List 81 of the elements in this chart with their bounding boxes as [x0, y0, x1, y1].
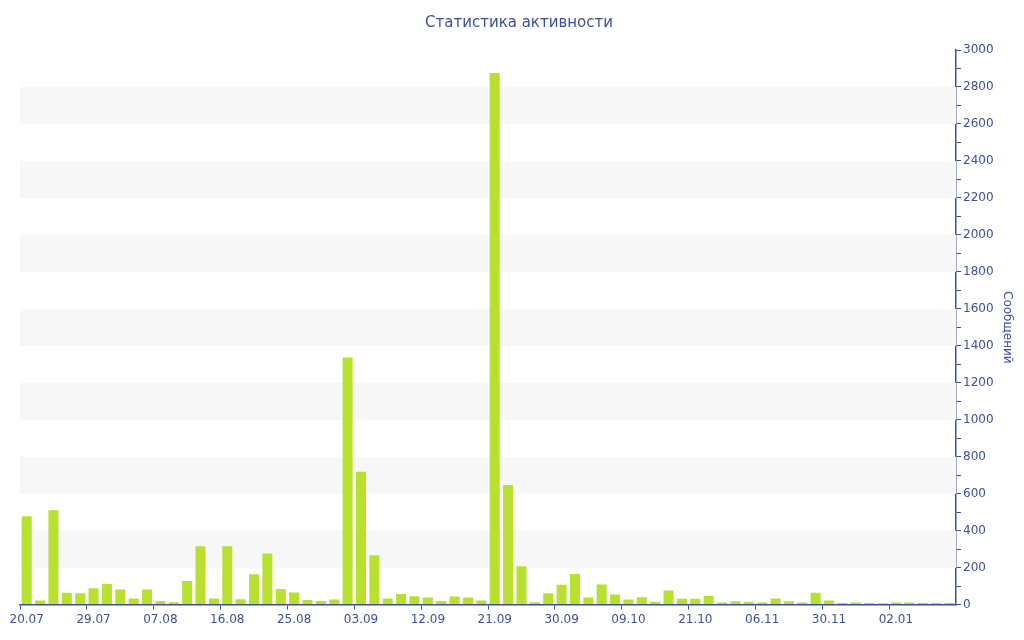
x-tick-label: 30.11 [811, 611, 847, 626]
x-tick-label: 29.07 [76, 611, 111, 626]
bar [810, 592, 821, 605]
bar [676, 598, 687, 605]
bar [610, 594, 621, 605]
bar [128, 598, 139, 605]
bar [583, 597, 594, 605]
bar [503, 484, 514, 605]
y-tick-label: 1600 [963, 300, 994, 315]
x-tick-label: 30.09 [544, 611, 579, 626]
y-tick-label: 600 [963, 485, 986, 500]
bar [596, 584, 607, 605]
bar [730, 601, 741, 605]
bar [449, 596, 460, 605]
bar [142, 589, 153, 605]
bar [462, 597, 473, 605]
y-tick-label: 200 [963, 559, 986, 574]
x-tick-label: 21.10 [678, 611, 713, 626]
x-tick-label: 06.11 [744, 611, 780, 626]
bar [516, 566, 527, 605]
x-tick-label: 16.08 [210, 611, 245, 626]
bar [436, 600, 447, 605]
chart-title: Статистика активности [425, 12, 613, 31]
bar [222, 546, 233, 605]
y-tick-label: 2200 [963, 190, 994, 205]
bar [556, 584, 567, 605]
bar [48, 510, 59, 605]
y-tick-label: 0 [963, 596, 971, 611]
y-tick-label: 2600 [963, 116, 994, 131]
bar [315, 600, 326, 605]
x-tick-label: 21.09 [477, 611, 512, 626]
y-tick-label: 3000 [963, 42, 994, 57]
bar [195, 546, 206, 605]
y-tick-label: 1000 [963, 411, 994, 426]
bar [489, 73, 500, 605]
bar [275, 588, 286, 605]
bar [262, 553, 273, 605]
bar [396, 593, 407, 605]
y-tick-label: 400 [963, 522, 986, 537]
x-tick-label: 12.09 [410, 611, 446, 626]
bar [21, 516, 32, 605]
bar [88, 588, 99, 605]
bar [382, 598, 393, 605]
bar [182, 581, 193, 605]
bar [101, 584, 112, 605]
bar [690, 598, 701, 605]
y-tick-label: 2000 [963, 226, 994, 241]
y-tick-label: 2800 [963, 79, 994, 94]
x-tick-label: 09.10 [611, 611, 646, 626]
x-tick-label: 03.09 [343, 611, 379, 626]
y-tick-label: 2400 [963, 153, 994, 168]
bar [61, 592, 72, 605]
bar [422, 597, 433, 605]
bar [235, 599, 246, 605]
bar [302, 599, 313, 605]
bar [543, 593, 554, 605]
y-tick-label: 1200 [963, 374, 994, 389]
bar [75, 593, 86, 605]
bar [369, 555, 380, 605]
bar [342, 357, 353, 605]
bar [636, 597, 647, 605]
bar [770, 598, 781, 605]
bar [703, 595, 714, 605]
bar [569, 574, 580, 605]
x-tick-label: 02.01 [878, 611, 914, 626]
x-tick-label: 20.07 [9, 611, 44, 626]
bar [249, 574, 260, 605]
y-tick-label: 800 [963, 448, 986, 463]
bar [355, 471, 367, 605]
bar [783, 601, 794, 605]
bar [208, 598, 219, 605]
x-tick-label: 25.08 [276, 611, 312, 626]
bar [289, 592, 300, 605]
bar [115, 589, 126, 605]
y-tick-label: 1800 [963, 263, 994, 278]
y-axis-title: Сообщений [1000, 291, 1015, 364]
bar [409, 596, 420, 605]
x-tick-label: 07.08 [143, 611, 178, 626]
bar [663, 590, 674, 605]
bar [155, 600, 166, 605]
y-tick-label: 1400 [963, 337, 994, 352]
